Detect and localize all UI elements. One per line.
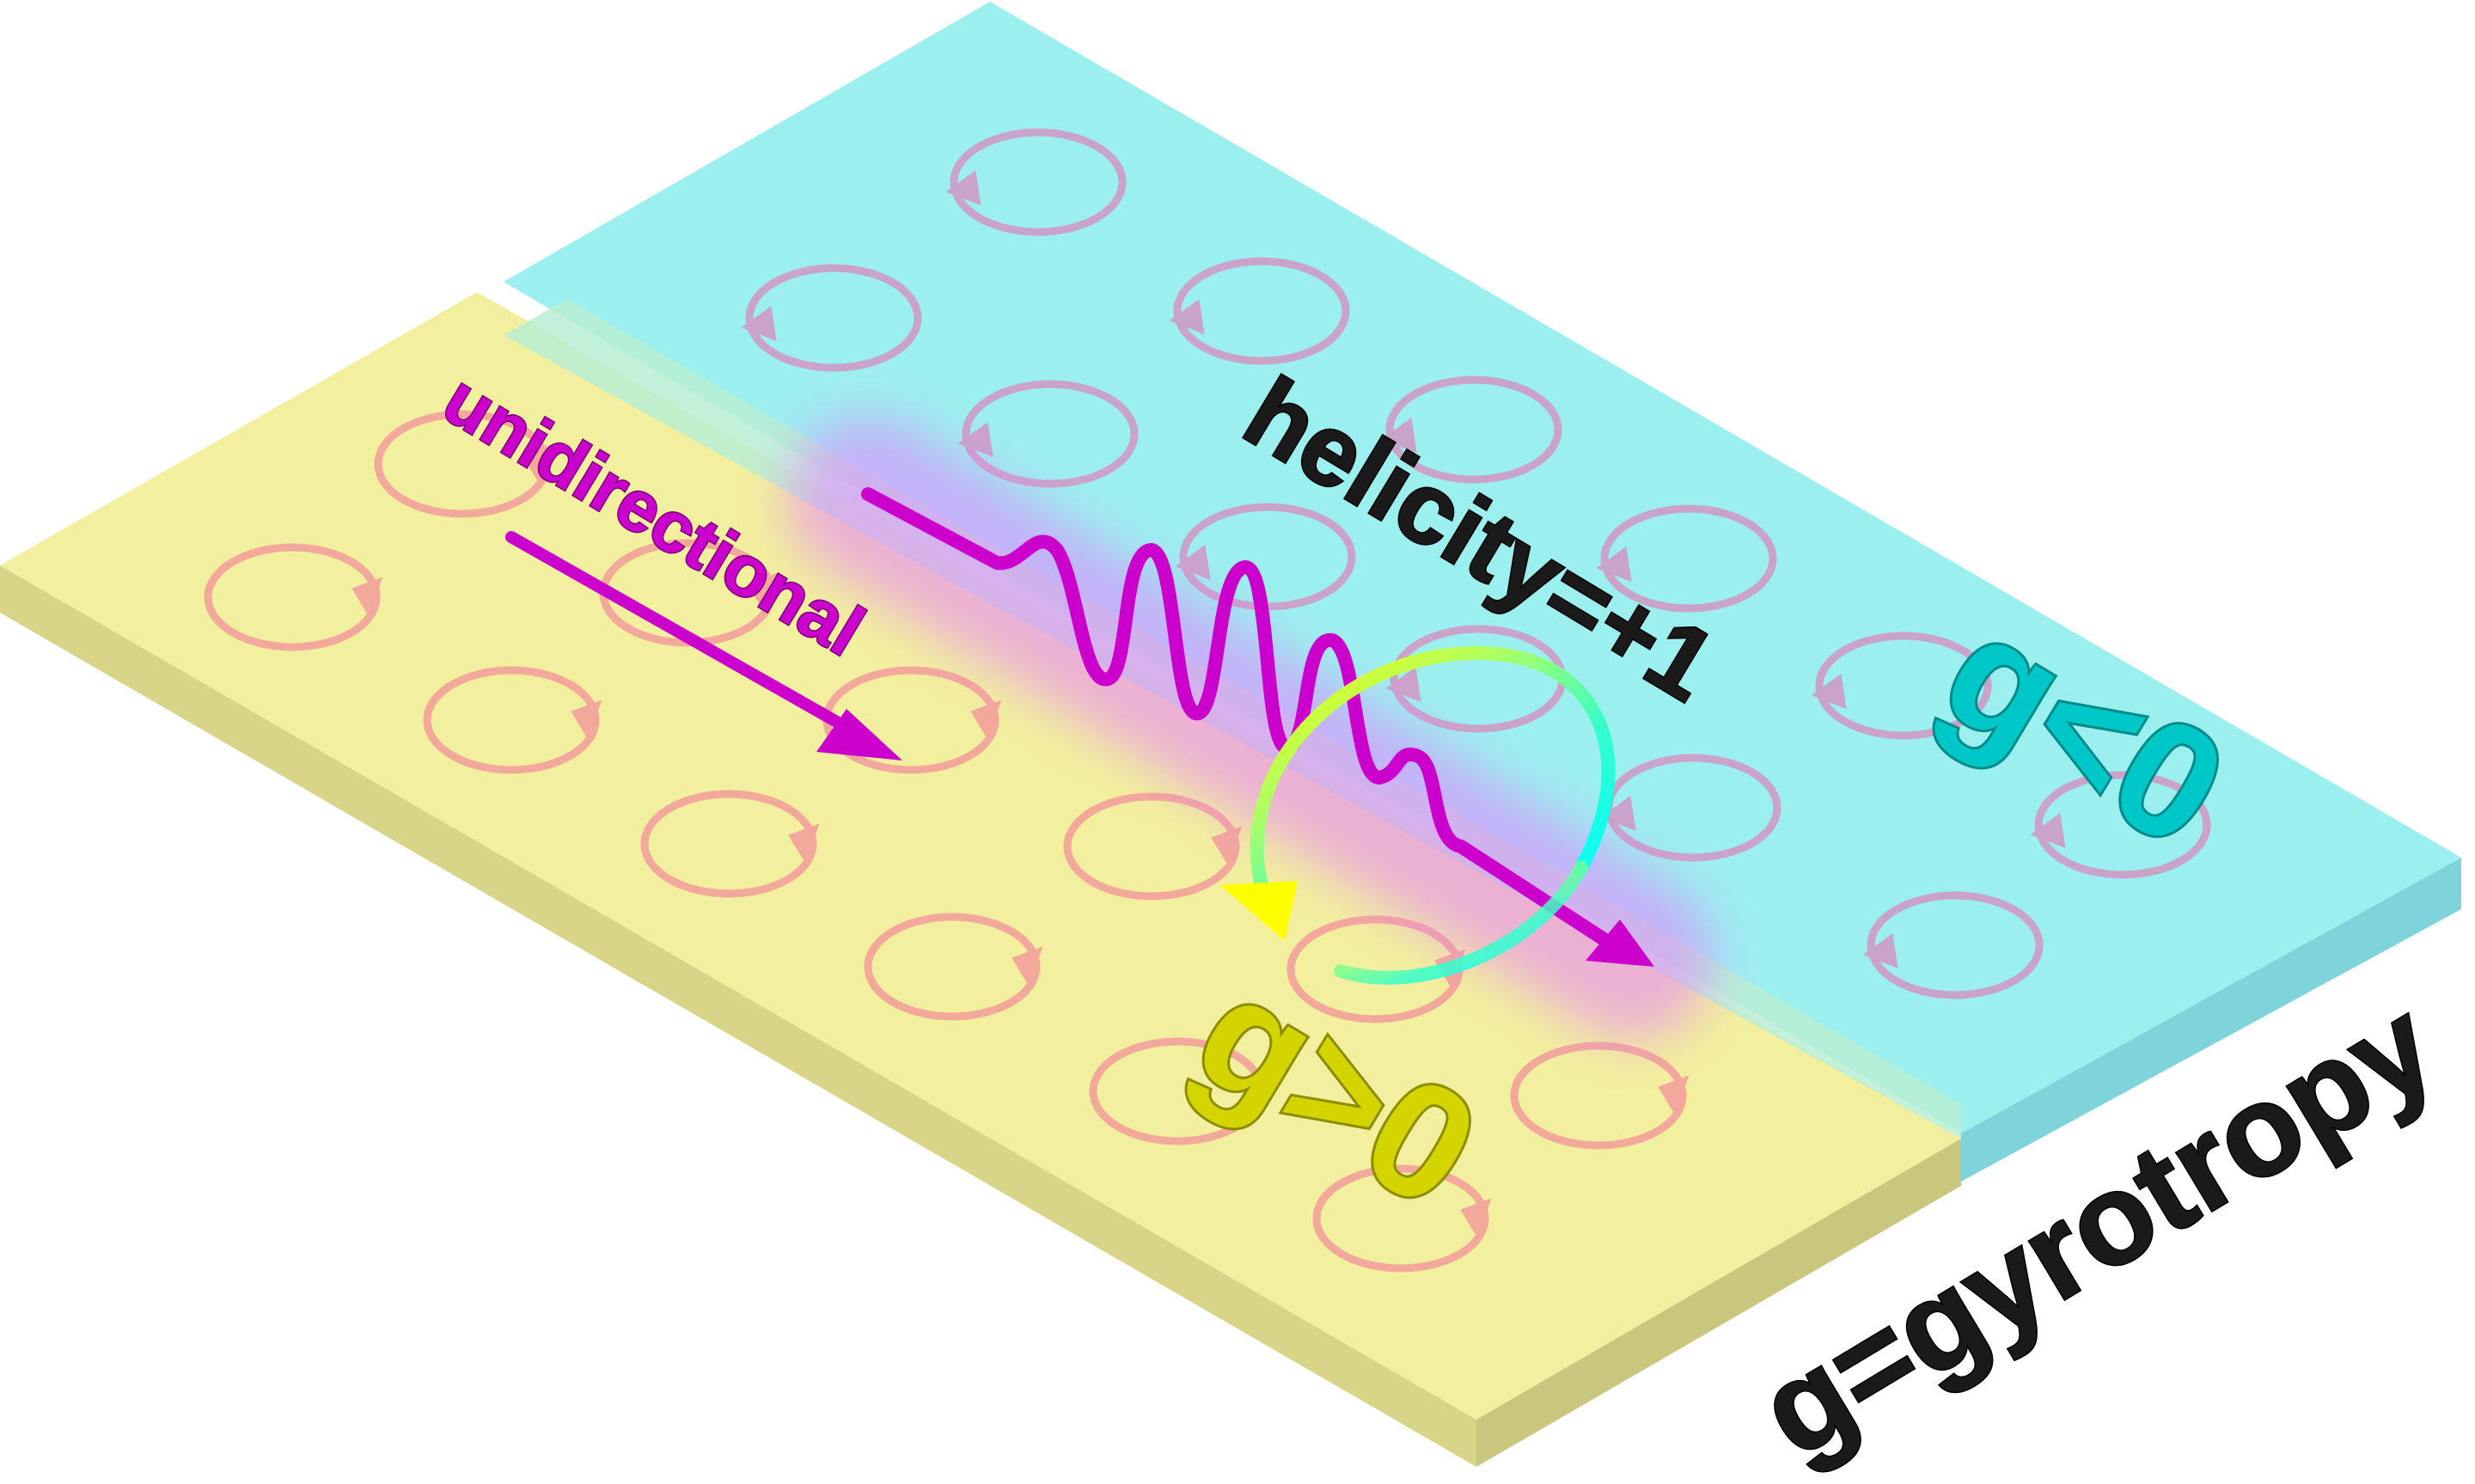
counterclockwise-circulation-icon [423,666,602,774]
rainbow-rotation-arrow-icon [1220,645,1616,985]
counterclockwise-circulation-icon [374,410,553,518]
unidirectional-arrowhead [816,709,902,760]
counterclockwise-circulation-icon [1312,1164,1492,1273]
counterclockwise-circulation-icon [640,790,820,898]
clockwise-circulation-icon [1811,632,1992,740]
yellow-slab-top [0,292,1961,1420]
clockwise-circulation-icon [1381,376,1562,484]
yellow-circle-grid [204,410,1690,1273]
clockwise-circulation-icon [1169,257,1350,365]
yellow-slab-edge [0,565,1476,1467]
clockwise-circulation-icon [945,128,1127,236]
cyan-slab-top [504,2,2461,1133]
yellow-slab-edge-right [1476,1139,1961,1467]
clockwise-circulation-icon [957,380,1139,488]
counterclockwise-circulation-icon [864,913,1043,1021]
cyan-slab-edge [1961,858,2461,1182]
clockwise-circulation-icon [741,264,922,372]
wave-packet-icon [861,487,1640,965]
cyan-slab [504,2,2461,1182]
wave-arrowhead [1586,919,1654,967]
clockwise-circulation-icon [2030,771,2211,879]
cyan-circle-grid [741,128,2211,999]
yellow-slab [0,292,1961,1467]
clockwise-circulation-icon [1596,504,1777,613]
counterclockwise-circulation-icon [204,543,383,651]
counterclockwise-circulation-icon [1063,792,1243,901]
counterclockwise-circulation-icon [1510,1041,1690,1150]
counterclockwise-circulation-icon [1089,1037,1268,1145]
unidirectional-arrow [505,531,865,741]
clockwise-circulation-icon [1862,891,2044,999]
